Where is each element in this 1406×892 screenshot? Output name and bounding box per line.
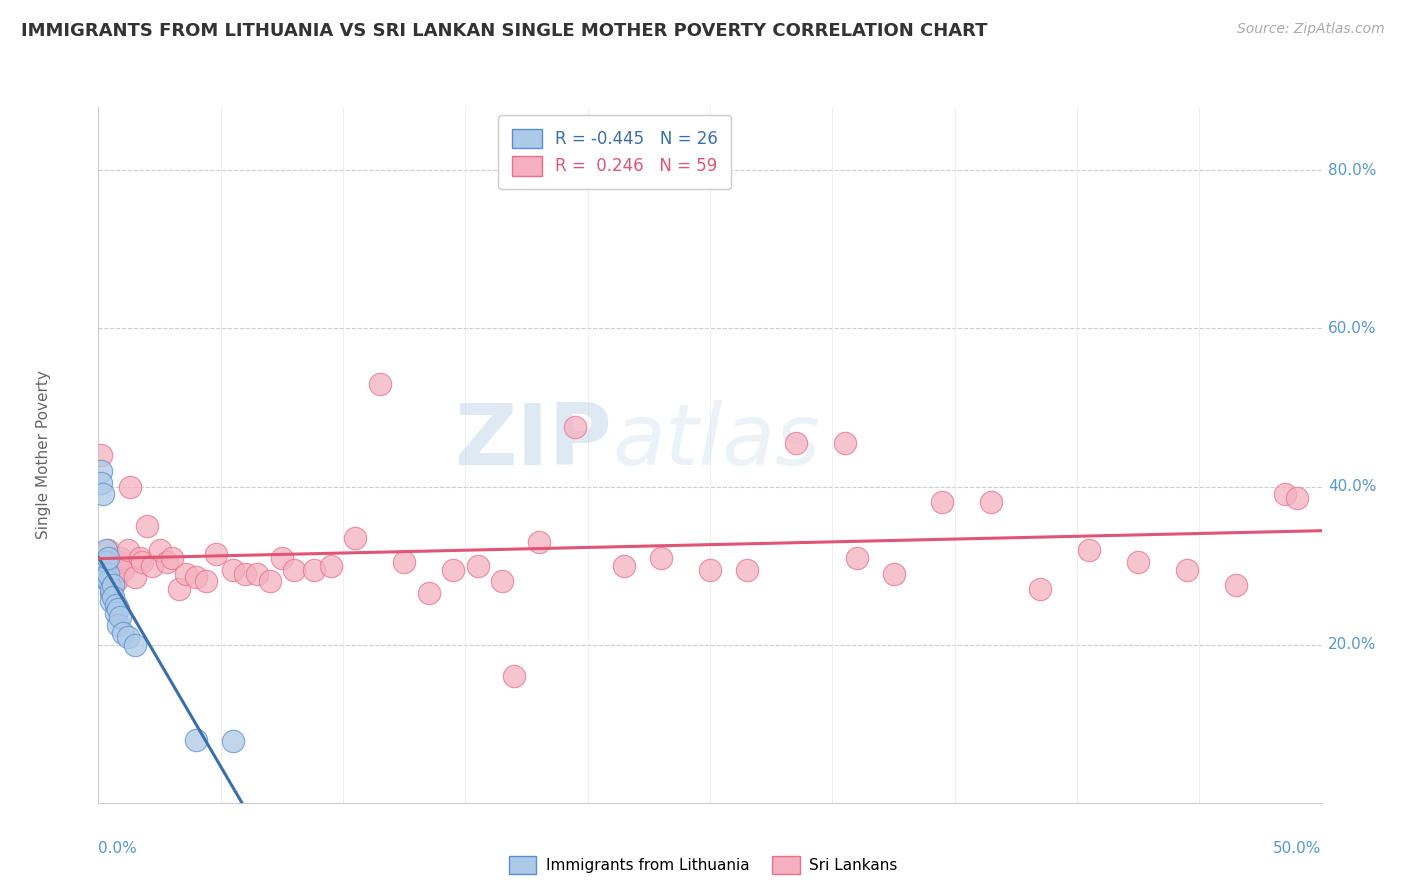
Point (650, 550, 672, 565)
Point (1078, 542, 1101, 557)
Point (186, 570, 208, 584)
Point (418, 586, 440, 600)
Point (1029, 582, 1052, 597)
Point (110, 550, 132, 565)
Text: IMMIGRANTS FROM LITHUANIA VS SRI LANKAN SINGLE MOTHER POVERTY CORRELATION CHART: IMMIGRANTS FROM LITHUANIA VS SRI LANKAN … (21, 22, 987, 40)
Point (503, 669, 526, 683)
Point (1175, 563, 1198, 577)
Point (392, 555, 416, 569)
Point (124, 638, 146, 652)
Point (94, 555, 117, 569)
Point (222, 734, 245, 748)
Point (104, 598, 127, 612)
Point (527, 534, 550, 549)
Point (117, 542, 139, 557)
Point (491, 574, 513, 589)
Point (94, 570, 117, 584)
Point (141, 558, 163, 573)
Point (129, 550, 152, 565)
Point (259, 574, 281, 589)
Point (97, 542, 120, 557)
Point (1128, 555, 1150, 569)
Point (90, 475, 112, 490)
Point (124, 570, 146, 584)
Point (90, 464, 112, 478)
Text: 60.0%: 60.0% (1327, 321, 1376, 336)
Point (107, 555, 129, 569)
Point (233, 566, 256, 581)
Point (834, 436, 856, 450)
Point (97, 574, 120, 589)
Text: Single Mother Poverty: Single Mother Poverty (37, 370, 51, 540)
Point (344, 531, 367, 545)
Text: 40.0%: 40.0% (1327, 479, 1376, 494)
Point (195, 574, 218, 589)
Point (97, 566, 120, 581)
Point (735, 563, 758, 577)
Point (110, 610, 132, 624)
Point (931, 495, 953, 509)
Point (1225, 578, 1247, 592)
Point (136, 519, 159, 533)
Point (101, 578, 124, 592)
Point (94, 542, 117, 557)
Point (91, 487, 114, 501)
Point (160, 550, 183, 565)
Point (100, 550, 122, 565)
Point (87, 566, 110, 581)
Point (1274, 487, 1296, 501)
Point (167, 582, 190, 597)
Point (883, 566, 905, 581)
Point (302, 563, 325, 577)
Point (467, 558, 489, 573)
Point (90, 448, 112, 462)
Point (100, 582, 122, 597)
Point (131, 555, 153, 569)
Point (117, 630, 139, 644)
Point (100, 586, 122, 600)
Point (120, 479, 142, 493)
Point (222, 563, 245, 577)
Text: 80.0%: 80.0% (1327, 163, 1376, 178)
Text: atlas: atlas (612, 400, 820, 483)
Point (91, 570, 114, 584)
Legend: Immigrants from Lithuania, Sri Lankans: Immigrants from Lithuania, Sri Lankans (503, 850, 903, 880)
Text: ZIP: ZIP (454, 400, 612, 483)
Text: 20.0%: 20.0% (1327, 637, 1376, 652)
Point (246, 566, 269, 581)
Point (785, 436, 807, 450)
Point (176, 566, 198, 581)
Point (104, 574, 127, 589)
Text: 50.0%: 50.0% (1274, 841, 1322, 856)
Point (111, 625, 134, 640)
Point (441, 563, 464, 577)
Point (156, 555, 179, 569)
Point (149, 542, 172, 557)
Point (97, 550, 120, 565)
Point (270, 550, 294, 565)
Point (699, 563, 721, 577)
Text: Source: ZipAtlas.com: Source: ZipAtlas.com (1237, 22, 1385, 37)
Text: 0.0%: 0.0% (98, 841, 138, 856)
Point (368, 376, 391, 391)
Point (186, 732, 208, 747)
Point (980, 495, 1002, 509)
Point (1286, 491, 1309, 506)
Point (101, 591, 124, 605)
Point (283, 563, 305, 577)
Point (111, 563, 134, 577)
Point (205, 547, 228, 561)
Point (613, 558, 636, 573)
Point (94, 566, 117, 581)
Point (107, 618, 129, 632)
Point (107, 602, 129, 616)
Point (845, 550, 868, 565)
Point (101, 566, 124, 581)
Point (100, 594, 122, 608)
Point (319, 558, 342, 573)
Legend: R = -0.445   N = 26, R =  0.246   N = 59: R = -0.445 N = 26, R = 0.246 N = 59 (498, 115, 731, 189)
Point (104, 606, 127, 620)
Point (564, 420, 586, 434)
